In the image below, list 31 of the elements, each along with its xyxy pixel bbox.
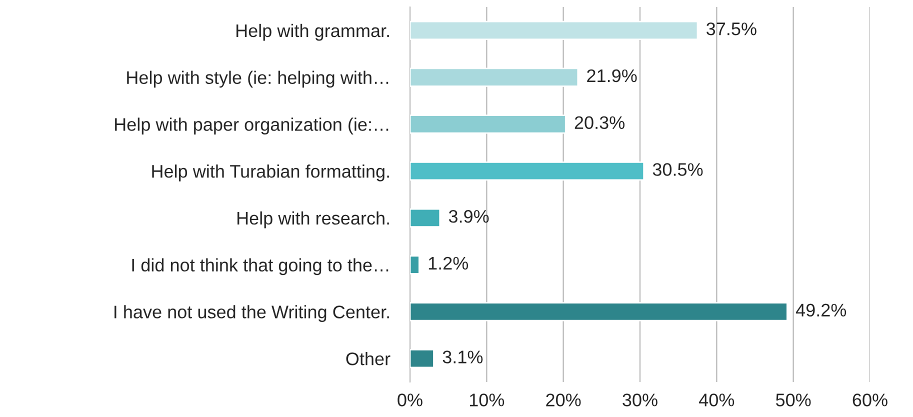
y-tick-label: Help with paper organization (ie:… — [115, 118, 388, 134]
data-label: 3.1% — [442, 350, 483, 364]
data-label: 49.2% — [796, 304, 846, 317]
bar — [410, 208, 441, 228]
x-tick-label: 30% — [622, 394, 658, 406]
bar — [410, 348, 434, 368]
y-tick-label: Other — [346, 352, 390, 366]
x-tick-label: 50% — [776, 394, 811, 406]
data-label: 1.2% — [428, 256, 468, 270]
y-tick-label: Help with style (ie: helping with… — [127, 70, 388, 88]
data-label: 20.3% — [574, 116, 625, 130]
bar — [410, 161, 645, 181]
bar — [410, 114, 566, 134]
y-tick-label: I have not used the Writing Center. — [114, 305, 389, 322]
x-tick-label: 10% — [470, 394, 504, 406]
y-tick-label: Help with grammar. — [236, 24, 389, 41]
data-label: 37.5% — [706, 22, 756, 36]
x-tick-label: 40% — [699, 394, 734, 406]
x-tick-label: 20% — [546, 394, 581, 406]
bar — [410, 20, 698, 40]
data-label: 30.5% — [652, 163, 703, 176]
x-tick-label: 0% — [398, 394, 422, 406]
x-tick-label: 60% — [852, 394, 888, 406]
data-label: 3.9% — [448, 210, 489, 223]
bar — [410, 302, 788, 322]
y-tick-label: Help with Turabian formatting. — [152, 164, 389, 182]
y-tick-label: I did not think that going to the… — [132, 258, 388, 276]
y-tick-label: Help with research. — [238, 211, 389, 228]
bar — [410, 255, 420, 274]
data-label: 21.9% — [587, 69, 637, 82]
bar — [410, 68, 579, 87]
